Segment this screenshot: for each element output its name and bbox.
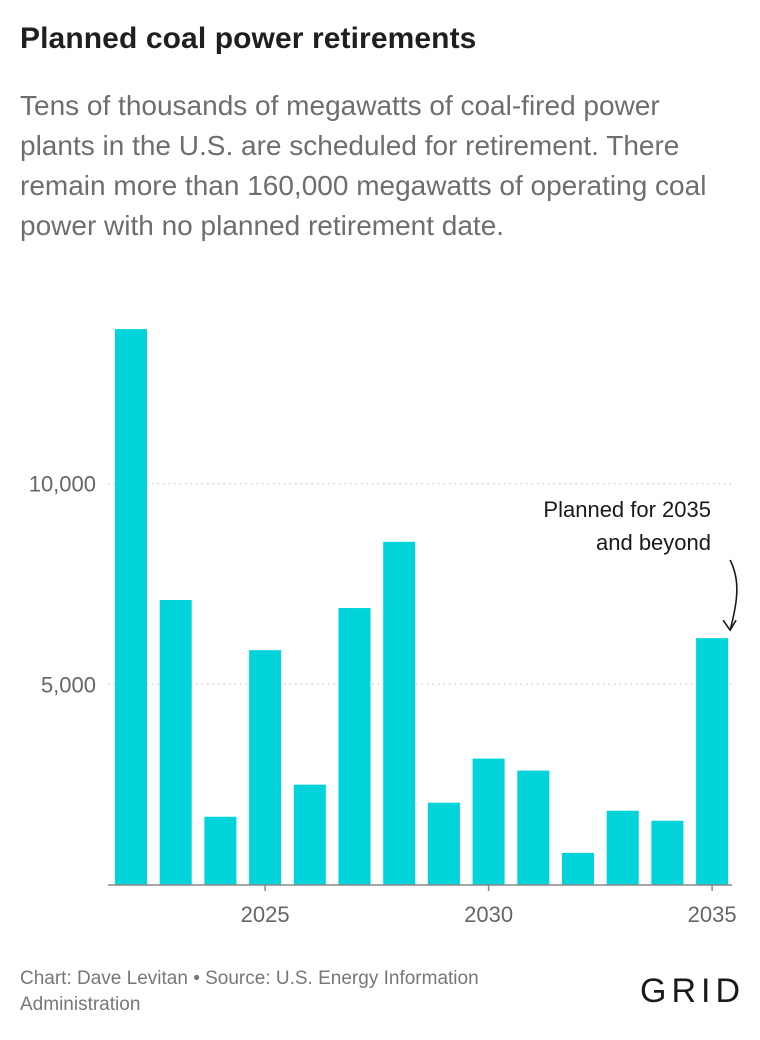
- bar: [472, 758, 505, 885]
- bar: [517, 770, 550, 885]
- axes: 5,000 10,000 2025 2030 2035: [29, 472, 737, 927]
- source-credit: Chart: Dave Levitan • Source: U.S. Energ…: [20, 968, 479, 1015]
- annotation-text: and beyond: [596, 530, 711, 555]
- bar: [651, 820, 684, 885]
- bar: [427, 802, 460, 885]
- bars: [115, 329, 729, 885]
- bar: [338, 608, 371, 885]
- annotation-arrow: [729, 559, 738, 631]
- x-tick-label: 2030: [464, 902, 513, 927]
- bar: [249, 650, 282, 885]
- bar: [562, 852, 594, 885]
- bar: [606, 810, 639, 885]
- y-tick-label: 5,000: [41, 672, 96, 697]
- annotation-text: Planned for 2035: [543, 497, 711, 522]
- bar: [159, 600, 192, 885]
- bar: [383, 541, 416, 885]
- x-tick-label: 2025: [241, 902, 290, 927]
- bar: [696, 638, 729, 885]
- bar: [293, 784, 326, 885]
- chart-subtitle: Tens of thousands of megawatts of coal-f…: [20, 90, 707, 241]
- y-tick-label: 10,000: [29, 472, 96, 497]
- annotation: Planned for 2035 and beyond: [543, 497, 738, 632]
- annotation-arrowhead: [722, 619, 737, 632]
- chart-title: Planned coal power retirements: [20, 22, 477, 55]
- bar: [204, 816, 237, 885]
- grid-logo: GRID: [640, 972, 745, 1010]
- bar: [115, 329, 147, 885]
- x-tick-label: 2035: [688, 902, 737, 927]
